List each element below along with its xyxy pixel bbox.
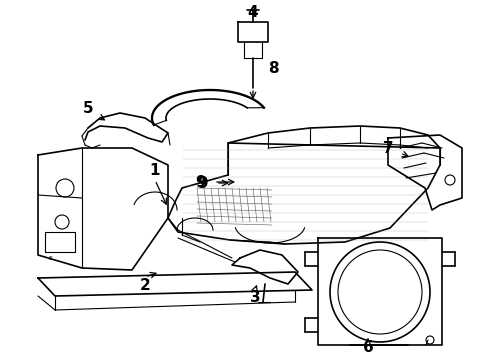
Text: 4: 4 <box>247 5 258 20</box>
Text: 9: 9 <box>196 175 206 189</box>
Text: E: E <box>48 256 52 261</box>
Text: 6: 6 <box>363 341 373 356</box>
Text: 7: 7 <box>383 140 393 156</box>
Text: 2: 2 <box>140 278 150 292</box>
Text: 5: 5 <box>83 100 93 116</box>
Text: 3: 3 <box>250 291 260 306</box>
Text: 8: 8 <box>268 60 279 76</box>
Text: 1: 1 <box>150 162 160 177</box>
Text: 9: 9 <box>197 176 208 190</box>
